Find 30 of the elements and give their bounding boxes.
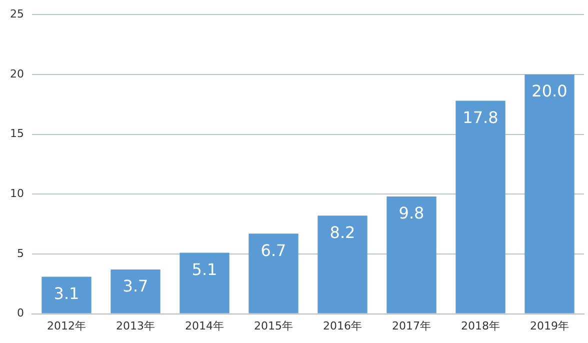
bar bbox=[456, 100, 506, 314]
x-tick-label: 2012年 bbox=[46, 319, 86, 332]
bar bbox=[180, 252, 230, 314]
bar bbox=[42, 276, 92, 314]
bar bbox=[110, 270, 160, 314]
bar bbox=[386, 196, 436, 314]
y-tick-label: 10 bbox=[10, 186, 24, 200]
data-label: 9.8 bbox=[398, 204, 424, 223]
data-label: 3.1 bbox=[54, 284, 80, 303]
y-tick-label: 25 bbox=[10, 7, 24, 20]
x-tick-label: 2014年 bbox=[185, 319, 224, 332]
data-label: 3.7 bbox=[122, 276, 148, 296]
y-tick-label: 15 bbox=[10, 127, 24, 140]
x-tick-label: 2017年 bbox=[392, 319, 431, 332]
x-tick-label: 2016年 bbox=[323, 319, 362, 332]
data-label: 8.2 bbox=[330, 222, 356, 242]
x-tick-label: 2019年 bbox=[530, 319, 569, 332]
y-tick-label: 5 bbox=[16, 246, 24, 260]
data-label: 17.8 bbox=[462, 108, 498, 127]
bar bbox=[318, 216, 368, 314]
bar bbox=[524, 74, 574, 314]
y-tick-label: 0 bbox=[16, 306, 24, 320]
data-label: 5.1 bbox=[192, 260, 218, 279]
x-tick-label: 2018年 bbox=[461, 319, 500, 332]
x-tick-label: 2015年 bbox=[254, 319, 293, 332]
data-label: 6.7 bbox=[260, 240, 286, 260]
y-tick-label: 20 bbox=[10, 67, 24, 80]
bar bbox=[248, 234, 298, 314]
x-tick-label: 2013年 bbox=[116, 319, 155, 332]
data-label: 20.0 bbox=[532, 82, 568, 101]
